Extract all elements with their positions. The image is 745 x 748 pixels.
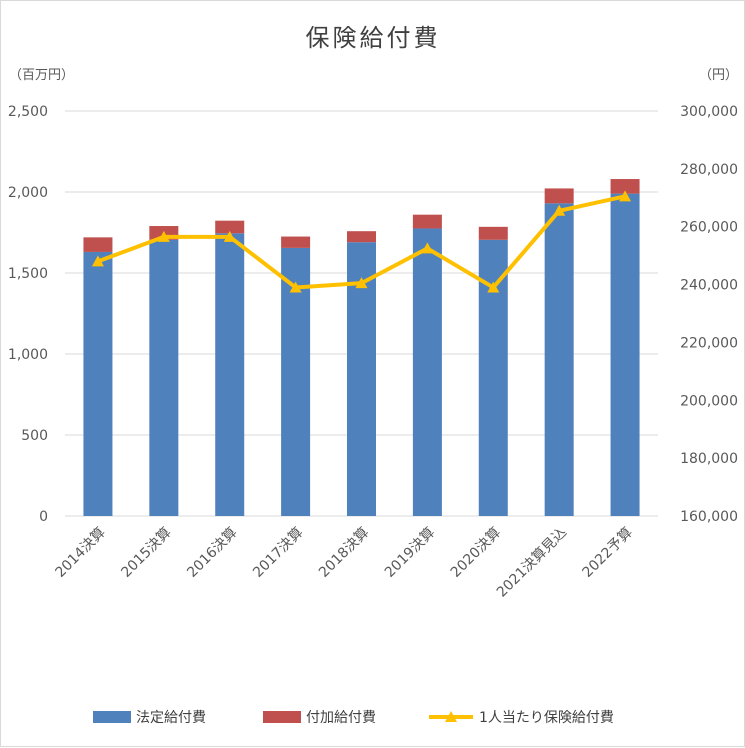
per-capita-marker bbox=[355, 277, 368, 289]
bar-additional bbox=[83, 237, 113, 252]
x-tick-label: 2019決算 bbox=[382, 525, 438, 581]
x-tick-label: 2014決算 bbox=[52, 525, 108, 581]
x-tick-label: 2021決算見込 bbox=[494, 525, 570, 601]
left-tick-label: 0 bbox=[39, 509, 48, 525]
per-capita-marker bbox=[289, 281, 302, 293]
left-tick-label: 1,000 bbox=[8, 347, 48, 363]
bar-additional bbox=[478, 226, 508, 240]
right-tick-label: 200,000 bbox=[680, 393, 738, 409]
legend-label-per-capita: 1人当たり保険給付費 bbox=[479, 710, 614, 726]
bar-statutory bbox=[281, 247, 311, 516]
x-tick-label: 2016決算 bbox=[184, 525, 240, 581]
bar-additional bbox=[412, 214, 442, 229]
per-capita-marker bbox=[553, 204, 566, 216]
legend-label-additional: 付加給付費 bbox=[306, 710, 376, 726]
per-capita-marker bbox=[421, 242, 434, 254]
right-tick-label: 220,000 bbox=[680, 335, 738, 351]
x-tick-label: 2022予算 bbox=[580, 525, 636, 581]
left-tick-label: 500 bbox=[21, 428, 48, 444]
per-capita-marker bbox=[619, 190, 632, 202]
bar-statutory bbox=[149, 239, 179, 517]
bar-additional bbox=[544, 188, 574, 204]
right-tick-label: 300,000 bbox=[680, 104, 738, 120]
x-tick-label: 2020決算 bbox=[448, 525, 504, 581]
bar-statutory bbox=[544, 203, 574, 516]
bar-statutory bbox=[83, 251, 113, 516]
left-axis-unit: （百万円） bbox=[9, 68, 74, 83]
x-tick-label: 2018決算 bbox=[316, 525, 372, 581]
legend-swatch-statutory bbox=[93, 711, 131, 723]
bar-statutory bbox=[215, 233, 245, 516]
bar-statutory bbox=[412, 228, 442, 516]
bar-additional bbox=[215, 220, 245, 234]
per-capita-marker bbox=[487, 281, 500, 293]
left-tick-label: 2,000 bbox=[8, 185, 48, 201]
per-capita-marker bbox=[91, 255, 104, 267]
bar-series bbox=[83, 179, 640, 517]
left-axis-ticks: 0 500 1,000 1,500 2,000 2,500 bbox=[8, 104, 48, 525]
x-axis-labels: 2014決算 2015決算 2016決算 2017決算 2018決算 2019決算 2020… bbox=[52, 525, 635, 601]
right-tick-label: 260,000 bbox=[680, 220, 738, 236]
bar-additional bbox=[281, 236, 311, 248]
bar-additional bbox=[610, 179, 640, 194]
bar-statutory bbox=[610, 193, 640, 516]
legend-label-statutory: 法定給付費 bbox=[136, 710, 206, 726]
legend-swatch-marker bbox=[445, 711, 457, 722]
bar-additional bbox=[347, 231, 376, 243]
x-tick-label: 2015決算 bbox=[118, 525, 174, 581]
right-tick-label: 240,000 bbox=[680, 278, 738, 294]
legend: 法定給付費 付加給付費 1人当たり保険給付費 bbox=[93, 710, 614, 726]
left-tick-label: 1,500 bbox=[8, 266, 48, 282]
x-tick-label: 2017決算 bbox=[250, 525, 306, 581]
per-capita-marker bbox=[157, 230, 170, 242]
per-capita-marker bbox=[223, 230, 236, 242]
right-axis-ticks: 160,000 180,000 200,000 220,000 240,000 260,0… bbox=[680, 104, 738, 525]
legend-swatch-additional bbox=[263, 711, 301, 723]
line-series bbox=[91, 190, 632, 293]
right-axis-unit: （円） bbox=[699, 68, 738, 83]
right-tick-label: 160,000 bbox=[680, 509, 738, 525]
right-tick-label: 180,000 bbox=[680, 451, 738, 467]
right-tick-label: 280,000 bbox=[680, 162, 738, 178]
chart-title: 保険給付費 bbox=[306, 24, 441, 52]
left-tick-label: 2,500 bbox=[8, 104, 48, 120]
